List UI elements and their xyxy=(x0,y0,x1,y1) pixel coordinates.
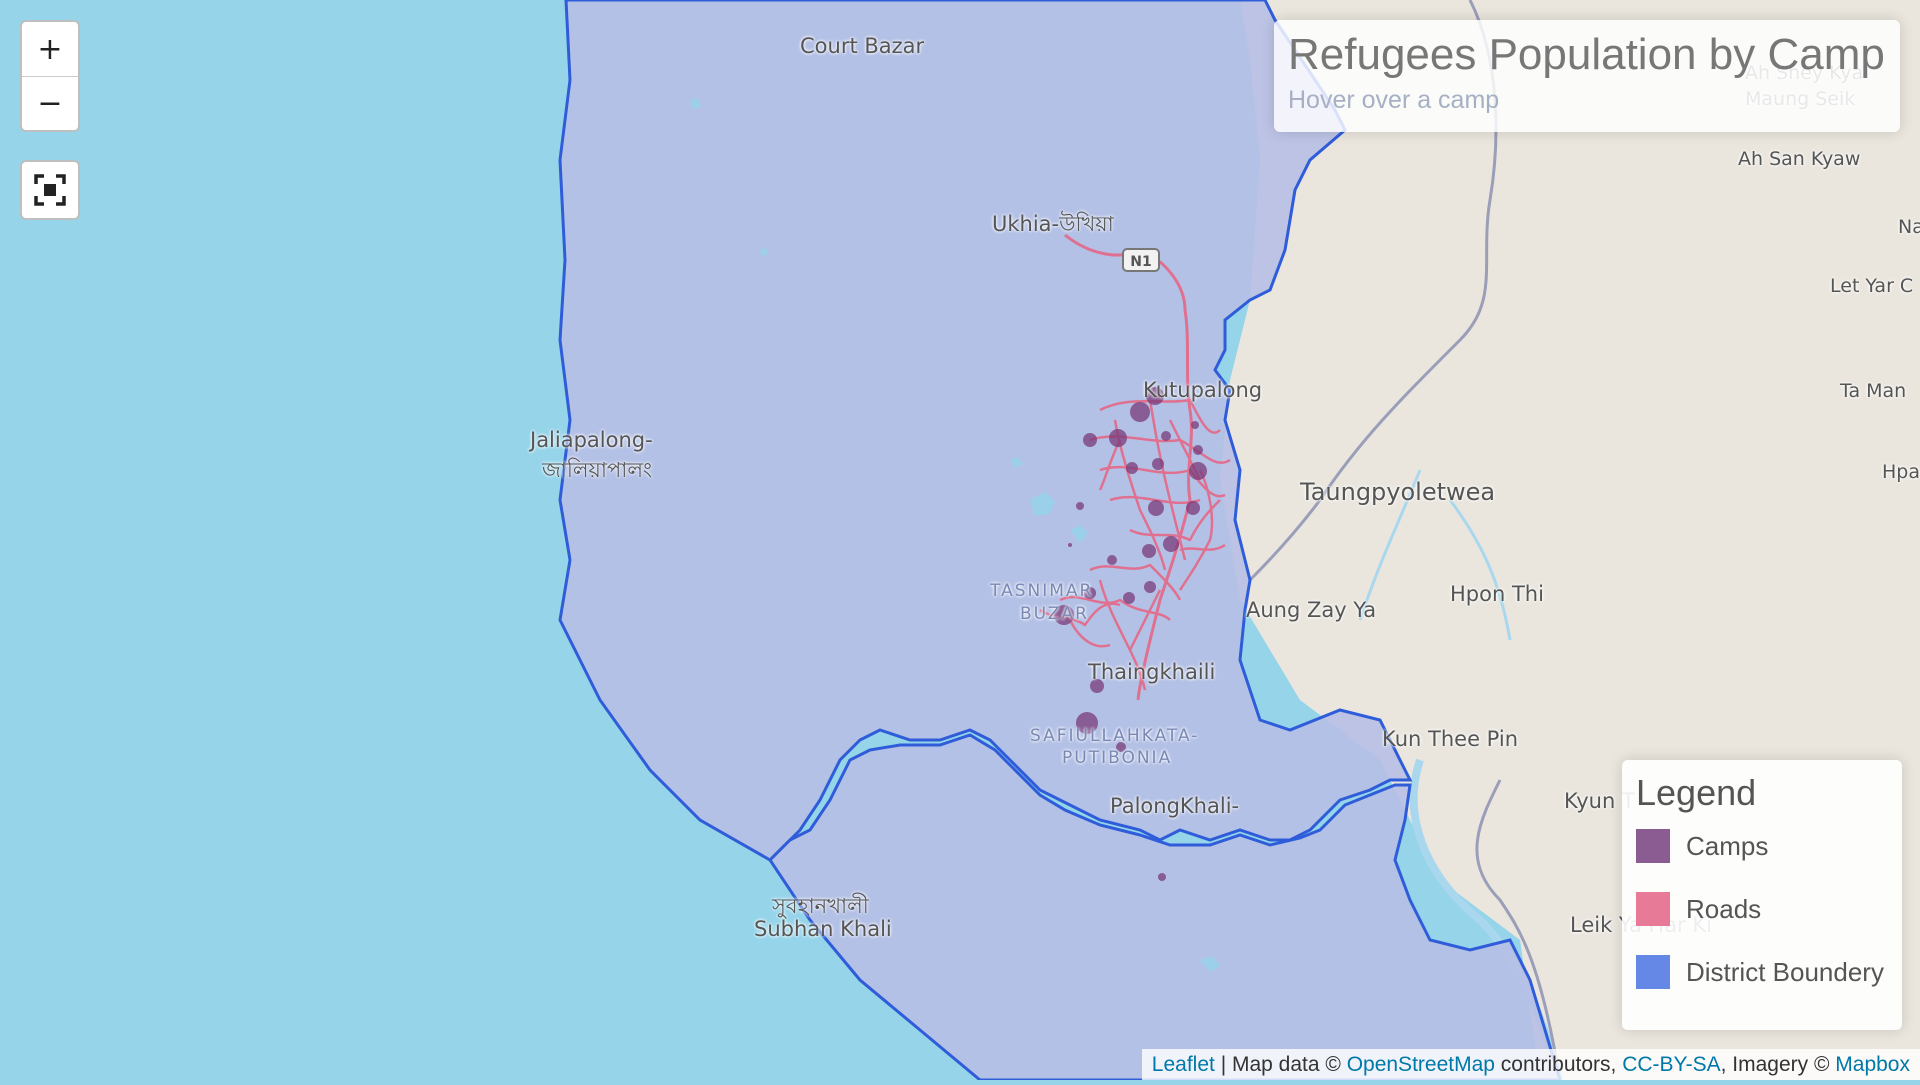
legend-item-district: District Boundery xyxy=(1636,954,1888,990)
attribution-sep: | Map data © xyxy=(1214,1053,1347,1076)
river-small xyxy=(1358,469,1512,641)
place-label-ukhia: Ukhia-উখিয়া xyxy=(992,212,1114,236)
legend-label-district: District Boundery xyxy=(1686,956,1884,987)
attribution-leaflet-link[interactable]: Leaflet xyxy=(1151,1053,1215,1076)
place-label-palongkhali: PalongKhali- xyxy=(1110,794,1240,818)
camp-marker[interactable] xyxy=(1076,502,1084,510)
camp-marker[interactable] xyxy=(1083,433,1097,447)
lake xyxy=(1200,956,1220,972)
camp-marker[interactable] xyxy=(1161,431,1171,441)
area-label-buzar: BUZAR xyxy=(1020,604,1089,624)
camp-marker[interactable] xyxy=(1146,387,1164,405)
zoom-control: + − xyxy=(20,20,80,132)
camp-marker[interactable] xyxy=(1068,543,1072,547)
attribution-mapbox-link[interactable]: Mapbox xyxy=(1835,1053,1910,1076)
place-label-ah-san-kyaw: Ah San Kyaw xyxy=(1738,148,1861,170)
place-label-subhan-khali: Subhan Khali xyxy=(754,917,892,941)
zoom-in-button[interactable]: + xyxy=(22,22,78,76)
attribution-imagery: , Imagery © xyxy=(1720,1053,1836,1076)
camp-marker[interactable] xyxy=(1084,587,1096,599)
place-label-court-bazar: Court Bazar xyxy=(800,34,925,58)
info-hint: Hover over a camp xyxy=(1288,86,1500,114)
place-label-jaliapalong: Jaliapalong- xyxy=(530,428,653,452)
camp-marker[interactable] xyxy=(1090,679,1104,693)
legend-item-camps: Camps xyxy=(1636,828,1888,864)
camp-marker[interactable] xyxy=(1116,742,1126,752)
place-label-hpa: Hpa xyxy=(1882,461,1920,483)
zoom-out-button[interactable]: − xyxy=(22,76,78,130)
camp-marker[interactable] xyxy=(1163,536,1179,552)
legend-label-roads: Roads xyxy=(1686,893,1762,924)
camp-marker[interactable] xyxy=(1189,462,1207,480)
info-title: Refugees Population by Camp xyxy=(1288,30,1885,79)
camp-marker[interactable] xyxy=(1144,581,1156,593)
place-label-ta-man: Ta Man xyxy=(1840,380,1907,402)
place-label-subhan-khali-bn: সুবহানখালী xyxy=(772,894,869,918)
place-label-na: Na xyxy=(1898,216,1920,238)
camp-marker[interactable] xyxy=(1076,712,1098,734)
camp-marker[interactable] xyxy=(1158,873,1166,881)
lake xyxy=(1030,492,1055,516)
fit-bounds-icon xyxy=(34,174,66,206)
place-label-hpon-thi: Hpon Thi xyxy=(1450,582,1544,606)
place-label-let-yar: Let Yar C xyxy=(1830,275,1914,297)
place-label-aung-zay-ya: Aung Zay Ya xyxy=(1246,598,1377,622)
legend-label-camps: Camps xyxy=(1686,830,1769,861)
road-shield xyxy=(1122,248,1160,272)
place-label-taungpyoletwea: Taungpyoletwea xyxy=(1300,478,1496,506)
area-label-safiullahkata: SAFIULLAHKATA- xyxy=(1030,726,1200,746)
camp-marker[interactable] xyxy=(1142,544,1156,558)
fit-bounds-button[interactable] xyxy=(20,160,80,220)
camp-marker[interactable] xyxy=(1123,592,1135,604)
legend-title: Legend xyxy=(1636,772,1757,813)
camp-marker[interactable] xyxy=(1152,458,1164,470)
place-label-kutupalong: Kutupalong xyxy=(1143,378,1263,402)
area-label-tasnimar: TASNIMAR xyxy=(990,581,1094,601)
lake xyxy=(760,248,768,257)
lake xyxy=(690,98,701,110)
lake xyxy=(1070,525,1088,543)
camp-marker[interactable] xyxy=(1193,445,1203,455)
camp-markers[interactable] xyxy=(1054,387,1207,881)
legend-swatch-district xyxy=(1636,955,1670,989)
map-attribution: Leaflet | Map data © OpenStreetMap contr… xyxy=(1141,1049,1920,1080)
camp-marker[interactable] xyxy=(1130,402,1150,422)
camp-marker[interactable] xyxy=(1109,429,1127,447)
district-area-north[interactable] xyxy=(558,0,1413,862)
legend-swatch-roads xyxy=(1636,892,1670,926)
place-label-kun-thee-pin: Kun Thee Pin xyxy=(1382,727,1519,751)
place-label-thaingkhaili: Thaingkhaili xyxy=(1088,660,1216,684)
area-label-putibonia: PUTIBONIA xyxy=(1062,748,1173,768)
road-shield-label: N1 xyxy=(1130,254,1151,270)
camp-marker[interactable] xyxy=(1186,501,1200,515)
legend-swatch-camps xyxy=(1636,829,1670,863)
district-area-south[interactable] xyxy=(768,733,1563,1082)
place-label-jaliapalong-bn: জালিয়াপালং xyxy=(542,458,653,482)
info-panel: Refugees Population by Camp Hover over a… xyxy=(1274,20,1900,132)
camp-marker[interactable] xyxy=(1191,421,1199,429)
camp-marker[interactable] xyxy=(1054,605,1074,625)
legend-panel: Legend Camps Roads District Boundery xyxy=(1622,760,1902,1030)
camp-marker[interactable] xyxy=(1148,500,1164,516)
attribution-license-link[interactable]: CC-BY-SA xyxy=(1622,1053,1721,1076)
camp-marker[interactable] xyxy=(1107,555,1117,565)
attribution-osm-link[interactable]: OpenStreetMap xyxy=(1346,1053,1495,1076)
lake xyxy=(1010,457,1023,468)
legend-item-roads: Roads xyxy=(1636,891,1888,927)
attribution-contrib: contributors, xyxy=(1494,1053,1623,1076)
camp-marker[interactable] xyxy=(1126,462,1138,474)
